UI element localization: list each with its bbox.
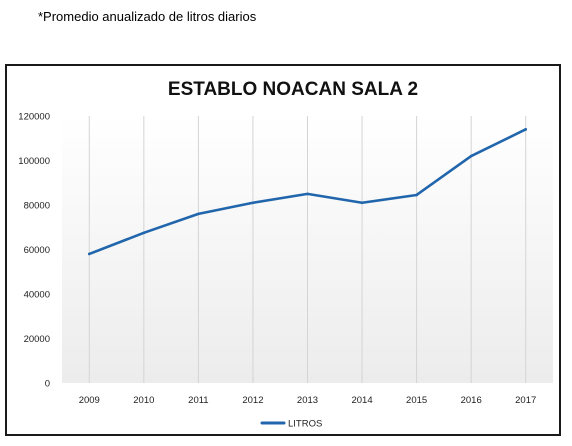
y-tick-label: 120000: [18, 112, 50, 123]
data-point-2011: [197, 212, 200, 216]
data-point-2012: [251, 201, 255, 205]
y-tick-label: 100000: [18, 156, 50, 167]
y-tick-label: 0: [45, 379, 50, 390]
x-tick-label: 2009: [79, 395, 100, 406]
line-chart: ESTABLO NOACAN SALA 2 0 20000 40000 60000 80…: [18, 79, 553, 430]
data-point-2013: [306, 192, 309, 196]
x-tick-label: 2014: [351, 395, 372, 406]
chart-title: ESTABLO NOACAN SALA 2: [168, 79, 418, 100]
y-tick-label: 60000: [24, 245, 50, 256]
y-axis-ticks: 0 20000 40000 60000 80000 100000 120000: [18, 112, 50, 390]
x-tick-label: 2011: [188, 395, 208, 406]
y-tick-label: 20000: [24, 334, 50, 345]
x-tick-label: 2012: [242, 395, 263, 406]
data-point-2017: [524, 128, 528, 131]
data-point-2016: [469, 154, 473, 158]
data-point-2010: [142, 231, 146, 235]
x-tick-label: 2017: [515, 395, 536, 406]
footnote: *Promedio anualizado de litros diarios: [38, 9, 257, 24]
x-tick-label: 2016: [461, 395, 482, 406]
gridlines: [88, 116, 527, 383]
data-point-2015: [415, 193, 418, 197]
data-point-2014: [360, 201, 364, 205]
x-tick-label: 2010: [133, 395, 154, 406]
chart-container: ESTABLO NOACAN SALA 2 0 20000 40000 60000 80…: [5, 64, 561, 436]
y-tick-label: 40000: [24, 290, 50, 301]
data-point-2009: [87, 252, 91, 256]
x-tick-label: 2013: [297, 395, 318, 406]
y-tick-label: 80000: [24, 201, 50, 212]
x-tick-label: 2015: [406, 395, 427, 406]
legend: LITROS: [260, 419, 322, 430]
legend-label: LITROS: [288, 419, 322, 430]
series-group: [87, 128, 528, 256]
x-axis-ticks: 2009 2010 2011 2012 2013 2014 2015 2016 2017: [79, 395, 537, 406]
